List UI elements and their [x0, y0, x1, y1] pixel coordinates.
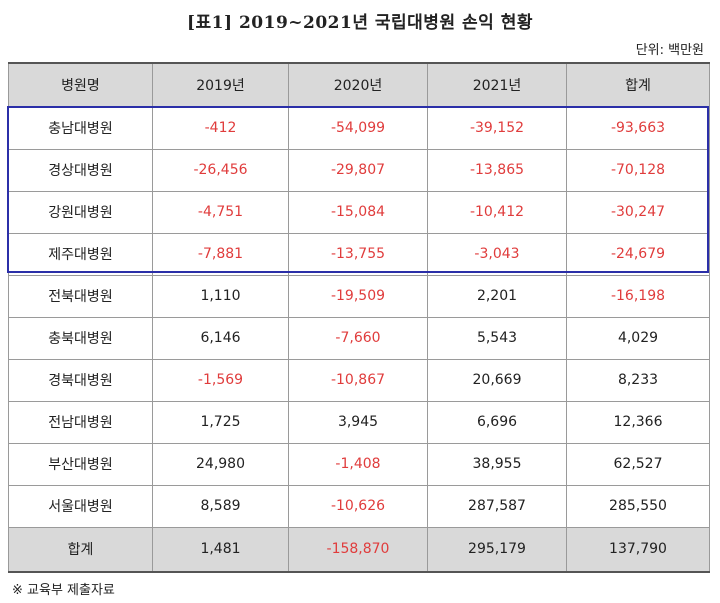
table-row: 강원대병원 -4,751 -15,084 -10,412 -30,247	[8, 190, 710, 234]
value-cell: 12,366	[566, 400, 710, 444]
hospital-name-cell: 합계	[8, 526, 153, 573]
table-row: 부산대병원 24,980 -1,408 38,955 62,527	[8, 442, 710, 486]
hospital-name-cell: 부산대병원	[8, 442, 153, 486]
value-cell: -13,865	[427, 148, 567, 192]
value-cell: 62,527	[566, 442, 710, 486]
header-total: 합계	[566, 62, 710, 108]
value-cell: -1,408	[288, 442, 428, 486]
table-row: 서울대병원 8,589 -10,626 287,587 285,550	[8, 484, 710, 528]
header-hospital: 병원명	[8, 62, 153, 108]
value-cell: -29,807	[288, 148, 428, 192]
value-cell: 24,980	[152, 442, 289, 486]
table-header-row: 병원명 2019년 2020년 2021년 합계	[8, 62, 710, 108]
value-cell: -1,569	[152, 358, 289, 402]
value-cell: 3,945	[288, 400, 428, 444]
value-cell: -7,881	[152, 232, 289, 276]
value-cell: -158,870	[288, 526, 428, 573]
value-cell: -3,043	[427, 232, 567, 276]
value-cell: -412	[152, 106, 289, 150]
value-cell: 287,587	[427, 484, 567, 528]
unit-label: 단위: 백만원	[635, 43, 704, 58]
value-cell: -93,663	[566, 106, 710, 150]
source-note: ※ 교육부 제출자료	[12, 583, 115, 598]
value-cell: -10,626	[288, 484, 428, 528]
header-2021: 2021년	[427, 62, 567, 108]
value-cell: 137,790	[566, 526, 710, 573]
value-cell: 6,696	[427, 400, 567, 444]
value-cell: 295,179	[427, 526, 567, 573]
value-cell: 8,589	[152, 484, 289, 528]
table-row: 충북대병원 6,146 -7,660 5,543 4,029	[8, 316, 710, 360]
hospital-name-cell: 전남대병원	[8, 400, 153, 444]
profit-loss-table: 병원명 2019년 2020년 2021년 합계 충남대병원 -412 -54,09…	[8, 62, 710, 573]
value-cell: -16,198	[566, 274, 710, 318]
hospital-name-cell: 서울대병원	[8, 484, 153, 528]
table-title: [표1] 2019~2021년 국립대병원 손익 현황	[186, 13, 533, 33]
value-cell: -4,751	[152, 190, 289, 234]
value-cell: -54,099	[288, 106, 428, 150]
value-cell: 4,029	[566, 316, 710, 360]
value-cell: 285,550	[566, 484, 710, 528]
value-cell: -10,412	[427, 190, 567, 234]
value-cell: -26,456	[152, 148, 289, 192]
table-row: 충남대병원 -412 -54,099 -39,152 -93,663	[8, 106, 710, 150]
value-cell: -15,084	[288, 190, 428, 234]
hospital-name-cell: 전북대병원	[8, 274, 153, 318]
value-cell: -70,128	[566, 148, 710, 192]
header-2019: 2019년	[152, 62, 289, 108]
value-cell: -10,867	[288, 358, 428, 402]
table-row: 전북대병원 1,110 -19,509 2,201 -16,198	[8, 274, 710, 318]
value-cell: -39,152	[427, 106, 567, 150]
table-row: 전남대병원 1,725 3,945 6,696 12,366	[8, 400, 710, 444]
hospital-name-cell: 경북대병원	[8, 358, 153, 402]
table-row: 제주대병원 -7,881 -13,755 -3,043 -24,679	[8, 232, 710, 276]
value-cell: 8,233	[566, 358, 710, 402]
profit-loss-table-container: 병원명 2019년 2020년 2021년 합계 충남대병원 -412 -54,09…	[8, 62, 710, 573]
value-cell: 38,955	[427, 442, 567, 486]
value-cell: 5,543	[427, 316, 567, 360]
value-cell: -13,755	[288, 232, 428, 276]
value-cell: 1,725	[152, 400, 289, 444]
value-cell: 1,481	[152, 526, 289, 573]
value-cell: 20,669	[427, 358, 567, 402]
value-cell: 1,110	[152, 274, 289, 318]
hospital-name-cell: 충남대병원	[8, 106, 153, 150]
table-row: 경상대병원 -26,456 -29,807 -13,865 -70,128	[8, 148, 710, 192]
hospital-name-cell: 강원대병원	[8, 190, 153, 234]
value-cell: -24,679	[566, 232, 710, 276]
hospital-name-cell: 충북대병원	[8, 316, 153, 360]
value-cell: -30,247	[566, 190, 710, 234]
value-cell: 2,201	[427, 274, 567, 318]
table-row: 경북대병원 -1,569 -10,867 20,669 8,233	[8, 358, 710, 402]
hospital-name-cell: 경상대병원	[8, 148, 153, 192]
value-cell: -7,660	[288, 316, 428, 360]
hospital-name-cell: 제주대병원	[8, 232, 153, 276]
header-2020: 2020년	[288, 62, 428, 108]
total-row: 합계 1,481 -158,870 295,179 137,790	[8, 526, 710, 573]
value-cell: -19,509	[288, 274, 428, 318]
value-cell: 6,146	[152, 316, 289, 360]
